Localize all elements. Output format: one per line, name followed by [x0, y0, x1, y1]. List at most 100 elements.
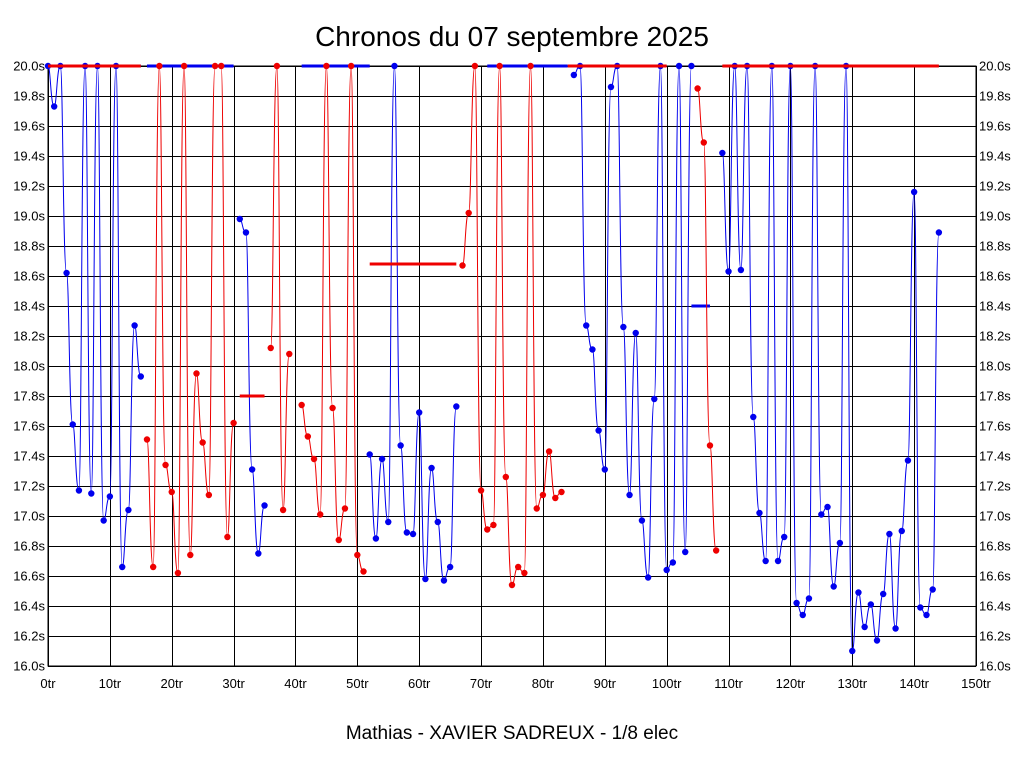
- series-line: [474, 65, 482, 491]
- series-line: [270, 65, 278, 349]
- data-point: [892, 625, 899, 632]
- series-line: [387, 65, 395, 523]
- data-point: [527, 62, 534, 70]
- x-tick-label: 50tr: [346, 676, 369, 691]
- data-point: [434, 518, 441, 526]
- data-point: [261, 502, 268, 509]
- data-point: [917, 604, 924, 611]
- data-point: [737, 266, 745, 274]
- data-point: [131, 322, 138, 329]
- data-point: [88, 490, 95, 497]
- data-point: [267, 344, 274, 352]
- data-point: [446, 563, 454, 571]
- data-point: [199, 439, 206, 446]
- series-line: [672, 65, 680, 563]
- data-point: [712, 547, 720, 554]
- series-line: [66, 272, 74, 425]
- data-point: [849, 647, 856, 655]
- data-point: [589, 346, 596, 353]
- data-point: [706, 442, 714, 449]
- series-line: [319, 65, 327, 515]
- data-point: [725, 268, 732, 275]
- data-point: [886, 530, 893, 538]
- series-line: [771, 65, 779, 562]
- data-point: [910, 188, 918, 196]
- data-point: [218, 62, 225, 70]
- y-tick-label-right: 18.4s: [979, 299, 1011, 314]
- y-tick-label-left: 16.6s: [13, 569, 45, 584]
- data-point: [508, 581, 516, 589]
- y-tick-label-left: 16.2s: [13, 629, 45, 644]
- y-tick-label-left: 19.8s: [13, 89, 45, 104]
- data-point: [552, 494, 559, 502]
- series-line: [845, 65, 853, 652]
- series-line: [579, 65, 587, 326]
- data-point: [422, 575, 429, 583]
- series-line: [839, 65, 847, 544]
- series-line: [449, 406, 457, 568]
- data-point: [682, 548, 689, 556]
- data-point: [502, 473, 510, 481]
- series-line: [418, 412, 426, 580]
- y-tick-label-right: 16.0s: [979, 659, 1011, 674]
- y-tick-label-right: 18.2s: [979, 329, 1011, 344]
- series-line: [499, 65, 507, 478]
- data-point: [545, 448, 553, 455]
- data-point: [793, 599, 800, 607]
- x-tick-label: 20tr: [161, 676, 184, 691]
- data-series: [44, 62, 943, 655]
- data-point: [935, 229, 943, 236]
- data-point: [50, 103, 58, 110]
- y-tick-label-right: 18.6s: [979, 269, 1011, 284]
- data-point: [471, 62, 479, 70]
- y-tick-label-right: 20.0s: [979, 59, 1011, 74]
- y-tick-label-left: 18.4s: [13, 299, 45, 314]
- data-point: [929, 586, 936, 593]
- x-tick-label: 70tr: [470, 676, 493, 691]
- series-line: [350, 65, 358, 556]
- series-line: [492, 65, 501, 526]
- series-line: [90, 65, 98, 494]
- data-point: [750, 413, 757, 421]
- data-point: [403, 529, 411, 536]
- series-line: [703, 142, 711, 446]
- series-line: [734, 65, 742, 271]
- series-line: [895, 530, 903, 629]
- data-point: [391, 62, 398, 70]
- x-tick-label: 40tr: [284, 676, 307, 691]
- data-point: [533, 505, 540, 512]
- data-point: [626, 491, 633, 499]
- data-point: [323, 62, 330, 70]
- data-point: [459, 262, 466, 269]
- x-tick-label: 60tr: [408, 676, 431, 691]
- x-tick-label: 80tr: [532, 676, 555, 691]
- y-tick-label-right: 17.8s: [979, 389, 1011, 404]
- series-line: [647, 398, 655, 578]
- data-point: [873, 637, 881, 644]
- data-point: [620, 323, 627, 331]
- data-point: [867, 601, 875, 608]
- x-tick-label: 100tr: [652, 676, 682, 691]
- data-point: [595, 427, 602, 434]
- series-line: [616, 65, 624, 328]
- data-point: [904, 457, 912, 464]
- series-line: [282, 353, 290, 511]
- axis-tick-labels: 16.0s 16.0s 16.2s 16.2s 16.4s 16.4s 16.6s 16.6s…: [13, 59, 1011, 692]
- data-point: [601, 466, 608, 473]
- series-line: [932, 232, 940, 590]
- x-tick-label: 130tr: [837, 676, 867, 691]
- data-point: [490, 521, 497, 529]
- series-line: [468, 65, 476, 214]
- y-tick-label-left: 17.8s: [13, 389, 45, 404]
- data-point: [255, 550, 262, 557]
- data-point: [700, 139, 707, 146]
- y-tick-label-right: 17.2s: [979, 479, 1011, 494]
- series-line: [913, 191, 921, 608]
- data-point: [205, 491, 213, 499]
- x-tick-label: 140tr: [899, 676, 929, 691]
- series-line: [183, 65, 191, 556]
- series-line: [808, 65, 816, 599]
- data-point: [453, 403, 460, 410]
- data-point: [63, 269, 70, 277]
